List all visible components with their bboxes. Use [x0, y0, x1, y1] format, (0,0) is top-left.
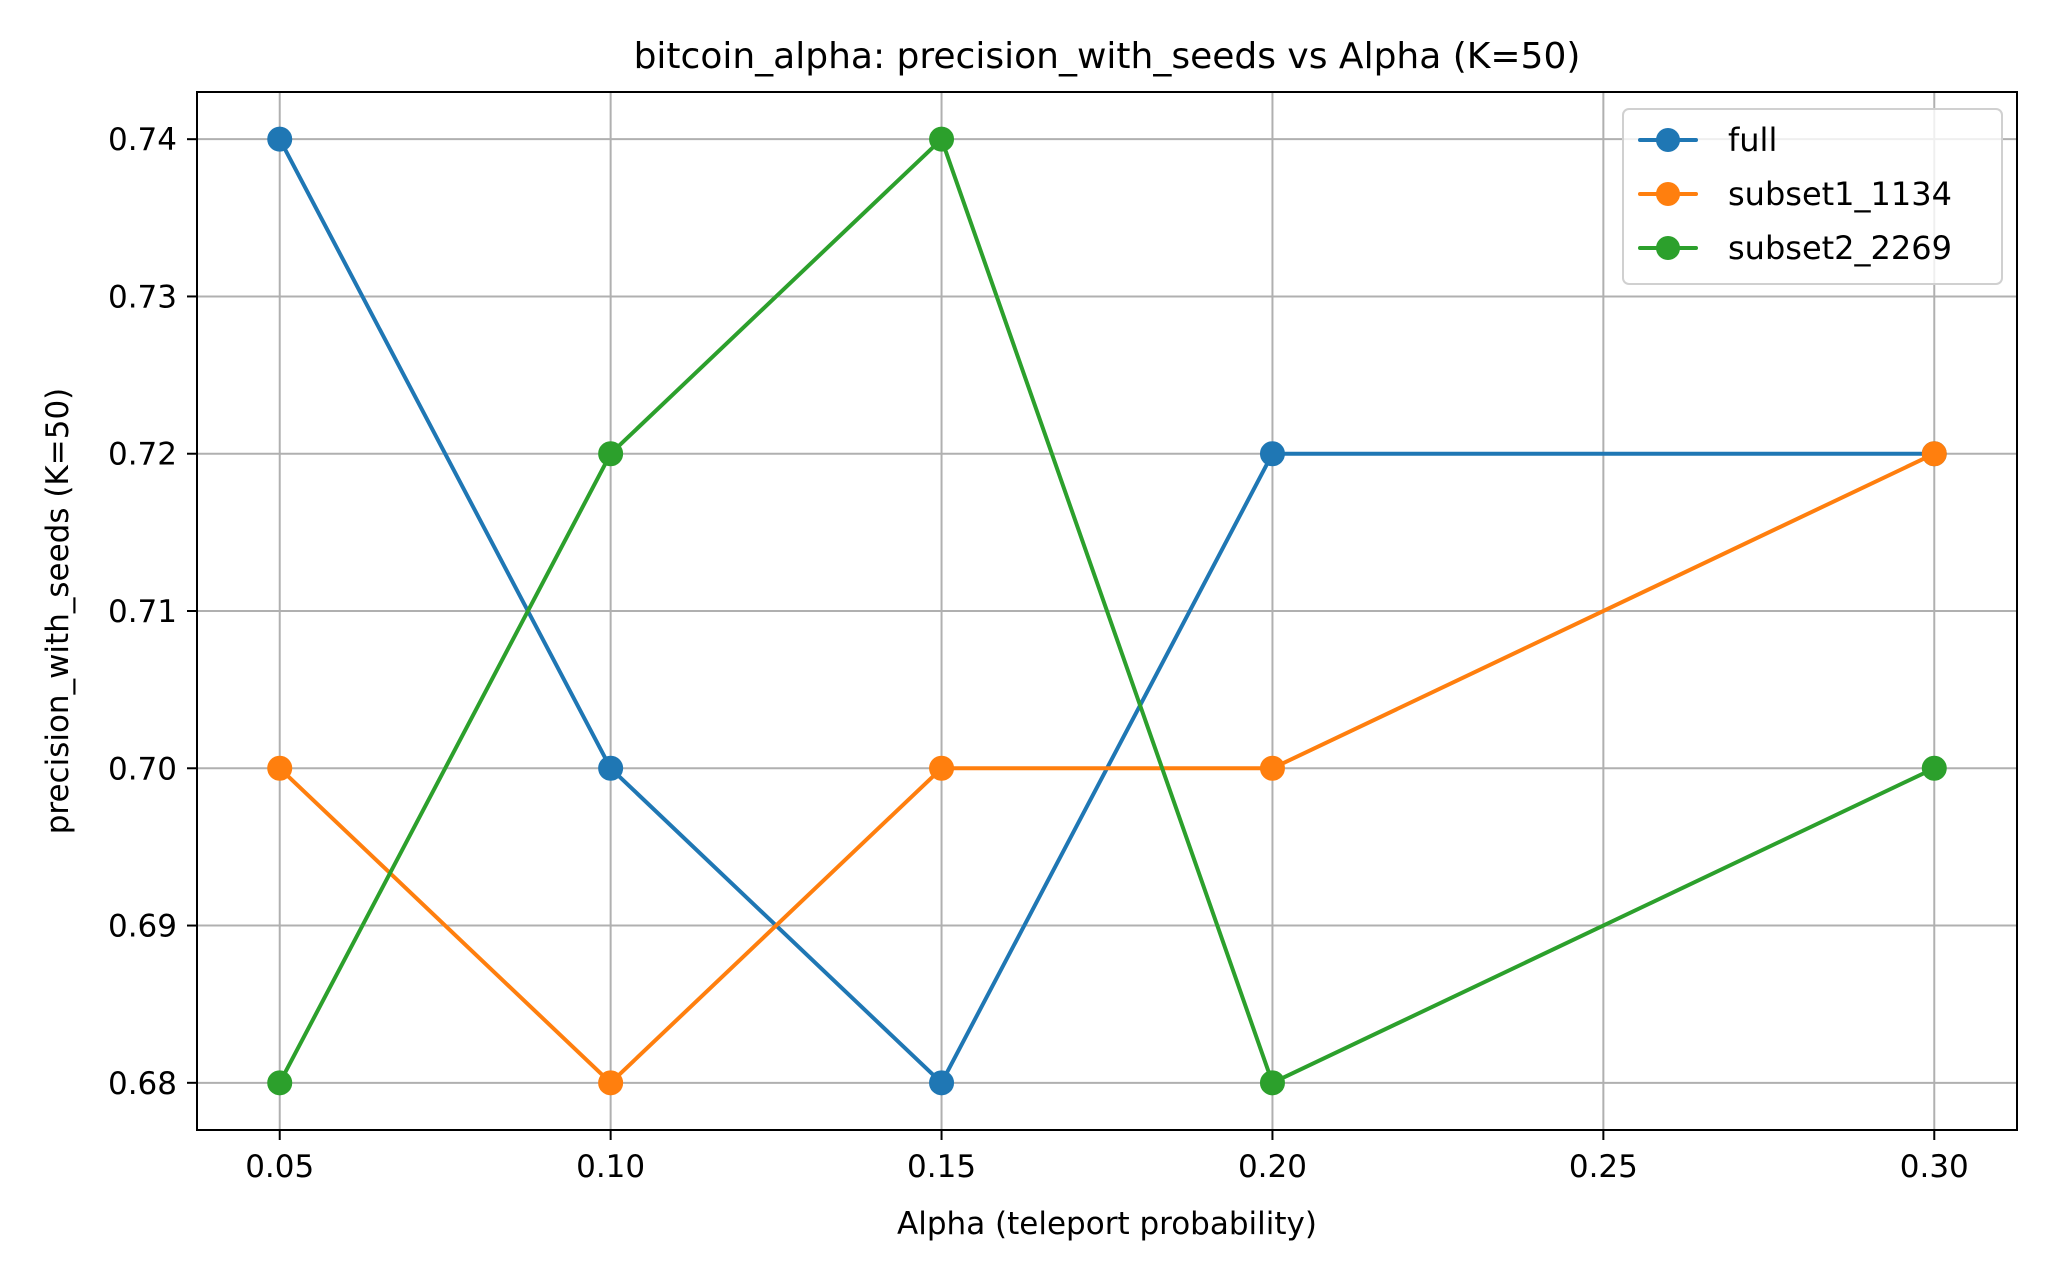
x-tick-label: 0.30	[1900, 1149, 1969, 1185]
legend-label-subset2_2269: subset2_2269	[1728, 229, 1952, 267]
y-tick-label: 0.73	[108, 279, 177, 315]
series-layer	[267, 126, 1947, 1096]
data-point-subset1_1134-4	[1921, 441, 1947, 467]
x-axis-ticks: 0.05 0.10 0.15 0.20 0.25 0.30	[245, 1130, 1969, 1185]
data-point-subset2_2269-0	[267, 1070, 293, 1096]
y-axis-label: precision_with_seeds (K=50)	[40, 388, 76, 835]
legend-marker-subset1_1134	[1656, 182, 1680, 206]
data-point-subset2_2269-1	[598, 441, 624, 467]
legend-marker-full	[1656, 128, 1680, 152]
data-point-subset1_1134-1	[598, 1070, 624, 1096]
data-point-full-1	[598, 755, 624, 781]
data-point-full-3	[1259, 441, 1285, 467]
x-tick-label: 0.15	[907, 1149, 976, 1185]
data-point-subset1_1134-2	[929, 755, 955, 781]
y-axis-ticks: 0.68 0.69 0.70 0.71 0.72 0.73 0.74	[108, 122, 197, 1102]
data-point-full-0	[267, 126, 293, 152]
legend: full subset1_1134 subset2_2269	[1622, 108, 2003, 285]
x-axis-label: Alpha (teleport probability)	[897, 1206, 1317, 1242]
chart-title: bitcoin_alpha: precision_with_seeds vs A…	[634, 36, 1581, 77]
x-tick-label: 0.05	[245, 1149, 314, 1185]
data-point-subset1_1134-3	[1259, 755, 1285, 781]
legend-label-subset1_1134: subset1_1134	[1728, 175, 1952, 213]
legend-box	[1622, 108, 2003, 285]
data-point-subset1_1134-0	[267, 755, 293, 781]
y-tick-label: 0.71	[108, 594, 177, 630]
y-tick-label: 0.68	[108, 1066, 177, 1102]
y-tick-label: 0.72	[108, 437, 177, 473]
y-tick-label: 0.74	[108, 122, 177, 158]
x-tick-label: 0.20	[1238, 1149, 1307, 1185]
data-point-full-2	[929, 1070, 955, 1096]
data-point-subset2_2269-3	[1259, 1070, 1285, 1096]
data-point-subset2_2269-4	[1921, 755, 1947, 781]
legend-marker-subset2_2269	[1656, 236, 1680, 260]
x-tick-label: 0.25	[1569, 1149, 1638, 1185]
x-tick-label: 0.10	[576, 1149, 645, 1185]
y-tick-label: 0.69	[108, 909, 177, 945]
y-tick-label: 0.70	[108, 751, 177, 787]
data-point-subset2_2269-2	[929, 126, 955, 152]
legend-label-full: full	[1728, 121, 1777, 159]
